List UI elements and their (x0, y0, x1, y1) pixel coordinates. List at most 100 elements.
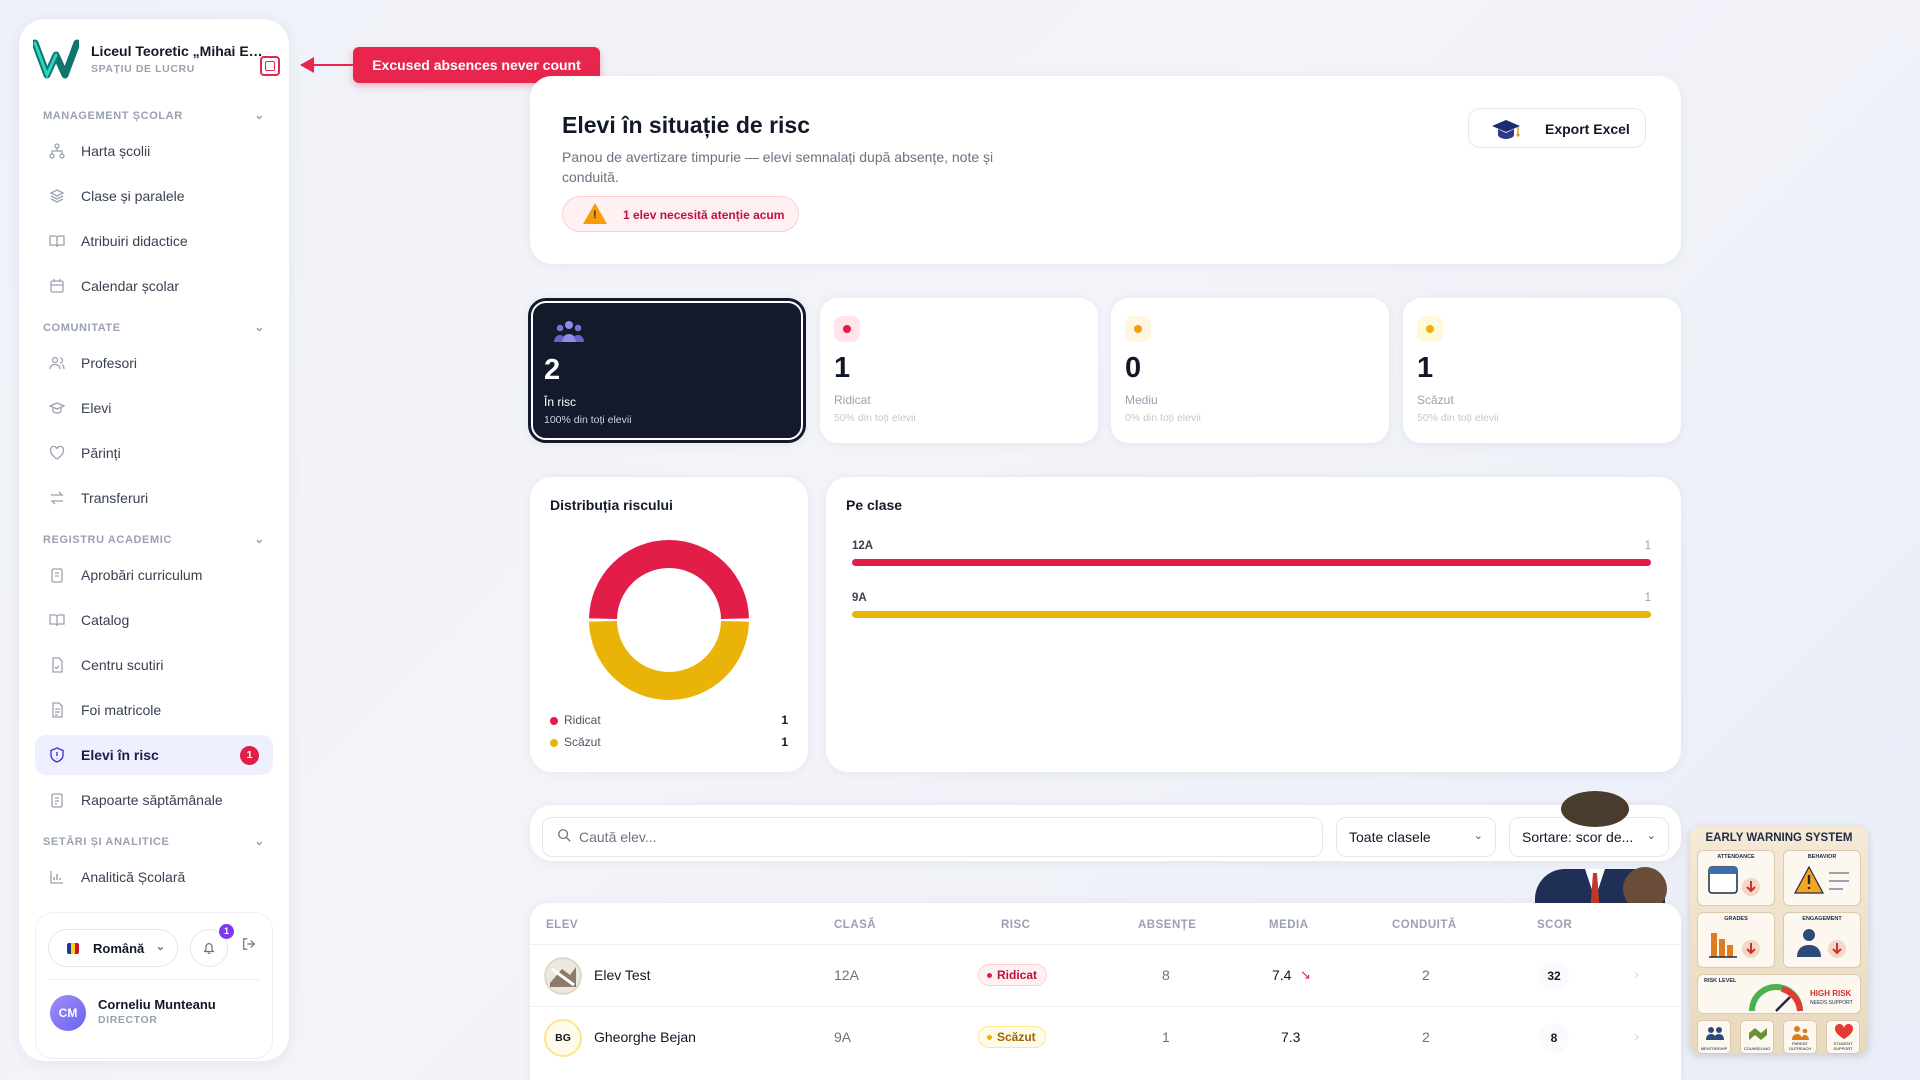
risk-label: Ridicat (997, 968, 1038, 982)
graduation-cap-icon (49, 402, 65, 414)
school-name: Liceul Teoretic „Mihai Emi... (91, 43, 271, 59)
panel-icon (265, 61, 275, 71)
chevron-right-icon[interactable]: › (1634, 1028, 1639, 1044)
sidebar-item-curriculum[interactable]: Aprobări curriculum (35, 555, 273, 595)
by-class-card: Pe clase 12A 1 9A 1 (826, 477, 1681, 772)
attendance-tile: ATTENDANCE (1697, 850, 1775, 906)
stat-card-high[interactable]: 1 Ridicat 50% din toți elevii (820, 298, 1098, 443)
sidebar-item-analytics[interactable]: Analitică Școlară (35, 857, 273, 897)
export-excel-button[interactable]: Export Excel (1468, 108, 1646, 148)
absences-value: 8 (1162, 967, 1170, 983)
column-header[interactable]: CONDUITĂ (1392, 919, 1457, 931)
brand[interactable]: Liceul Teoretic „Mihai Emi... SPAȚIU DE … (33, 37, 275, 81)
column-header[interactable]: RISC (1001, 919, 1031, 931)
chevron-down-icon: ⌄ (1473, 830, 1483, 842)
sidebar-item-records[interactable]: Foi matricole (35, 690, 273, 730)
stat-card-medium[interactable]: 0 Mediu 0% din toți elevii (1111, 298, 1389, 443)
stat-card-low[interactable]: 1 Scăzut 50% din toți elevii (1403, 298, 1681, 443)
chevron-down-icon: ⌄ (254, 834, 265, 848)
school-logo-icon (33, 39, 79, 79)
behavior-tile: BEHAVIOR (1783, 850, 1861, 906)
avatar (544, 957, 582, 995)
sidebar-item-label: Aprobări curriculum (81, 567, 203, 583)
donut-slice-ridicat[interactable] (589, 540, 749, 620)
average-value: 7.4 (1272, 967, 1292, 983)
document-check-icon (52, 657, 63, 673)
notification-count-badge: 1 (219, 924, 234, 939)
workspace-label: SPAȚIU DE LUCRU (91, 63, 195, 75)
section-management[interactable]: MANAGEMENT ȘCOLAR ⌄ (43, 108, 265, 122)
search-input[interactable] (579, 818, 1309, 856)
document-list-icon (52, 702, 63, 718)
section-academic[interactable]: REGISTRU ACADEMIC ⌄ (43, 532, 265, 546)
sidebar-item-label: Profesori (81, 355, 138, 371)
sidebar-item-catalog[interactable]: Catalog (35, 600, 273, 640)
page-header: Elevi în situație de risc Panou de avert… (530, 76, 1681, 264)
sidebar-item-label: Elevi în risc (81, 747, 159, 763)
sidebar-item-label: Centru scutiri (81, 657, 164, 673)
avatar: BG (544, 1019, 582, 1057)
avatar[interactable]: CM (50, 995, 86, 1031)
search-box[interactable] (542, 817, 1323, 857)
section-community[interactable]: COMUNITATE ⌄ (43, 320, 265, 334)
bar-chart-icon (1709, 933, 1760, 958)
tile-label: COUNSELING (1743, 1046, 1771, 1051)
warning-icon (1793, 865, 1849, 894)
stat-card-at-risk[interactable]: 2 În risc 100% din toți elevii (528, 298, 806, 443)
logout-icon[interactable] (242, 937, 256, 951)
chevron-right-icon[interactable]: › (1634, 966, 1639, 982)
user-panel: Română ⌄ 1 CM Corneliu Munteanu DIRECTOR (35, 912, 273, 1059)
column-header[interactable]: MEDIA (1269, 919, 1309, 931)
user-name: Corneliu Munteanu (98, 997, 216, 1012)
column-header[interactable]: CLASĂ (834, 919, 877, 931)
divider (48, 979, 260, 980)
attention-alert[interactable]: ! 1 elev necesită atenție acum (562, 196, 799, 232)
sidebar-item-transfers[interactable]: Transferuri (35, 478, 273, 518)
stat-subtext: 50% din toți elevii (1417, 412, 1499, 424)
sidebar-item-at-risk[interactable]: Elevi în risc 1 (35, 735, 273, 775)
risk-label: Scăzut (997, 1030, 1036, 1044)
legend-value: 1 (781, 735, 788, 749)
risk-distribution-card: Distribuția riscului Ridicat 1 Scăzut 1 (530, 477, 808, 772)
warning-icon: ! (583, 203, 607, 224)
stat-value: 1 (834, 352, 851, 384)
sidebar-collapse-button[interactable] (260, 56, 280, 76)
average-value: 7.3 (1281, 1029, 1301, 1045)
heart-icon (1834, 1024, 1854, 1039)
divider (530, 944, 1681, 945)
sidebar-item-label: Clase și paralele (81, 188, 185, 204)
column-header[interactable]: ABSENȚE (1138, 919, 1197, 931)
sidebar-item-label: Atribuiri didactice (81, 233, 188, 249)
table-row[interactable]: Elev Test 12A Ridicat 8 7.4 ↘ 2 32 › (530, 945, 1681, 1006)
risk-badge: Ridicat (978, 964, 1048, 986)
sidebar-item-students[interactable]: Elevi (35, 388, 273, 428)
table-row[interactable]: BG Gheorghe Bejan 9A Scăzut 1 7.3 2 8 › (530, 1006, 1681, 1067)
notifications-button[interactable] (190, 929, 228, 967)
column-header[interactable]: SCOR (1537, 919, 1573, 931)
section-title: REGISTRU ACADEMIC (43, 534, 172, 546)
sidebar-item-school-map[interactable]: Harta școlii (35, 131, 273, 171)
language-select[interactable]: Română ⌄ (48, 929, 178, 967)
sidebar-item-teachers[interactable]: Profesori (35, 343, 273, 383)
donut-slice-scăzut[interactable] (589, 620, 749, 700)
stat-value: 0 (1125, 352, 1142, 384)
student-support-tile: STUDENT SUPPORT (1826, 1020, 1860, 1054)
class-filter-select[interactable]: Toate clasele ⌄ (1336, 817, 1496, 857)
status-dot-icon (1417, 316, 1443, 342)
absences-value: 1 (1162, 1029, 1170, 1045)
sidebar-item-label: Analitică Școlară (81, 869, 186, 885)
section-settings-analytics[interactable]: SETĂRI ȘI ANALITICE ⌄ (43, 834, 265, 848)
sidebar-item-label: Calendar școlar (81, 278, 180, 294)
risk-text: HIGH RISK (1810, 989, 1852, 998)
legend-label: Scăzut (564, 735, 601, 749)
sidebar-item-weekly-reports[interactable]: Rapoarte săptămânale (35, 780, 273, 820)
sidebar-item-label: Foi matricole (81, 702, 162, 718)
sidebar-item-exemptions[interactable]: Centru scutiri (35, 645, 273, 685)
risk-badge: Scăzut (978, 1026, 1046, 1048)
sidebar-item-assignments[interactable]: Atribuiri didactice (35, 221, 273, 261)
sidebar-item-calendar[interactable]: Calendar școlar (35, 266, 273, 306)
column-header[interactable]: ELEV (546, 919, 579, 931)
sidebar-item-parents[interactable]: Părinți (35, 433, 273, 473)
search-icon (558, 829, 571, 842)
sidebar-item-classes[interactable]: Clase și paralele (35, 176, 273, 216)
